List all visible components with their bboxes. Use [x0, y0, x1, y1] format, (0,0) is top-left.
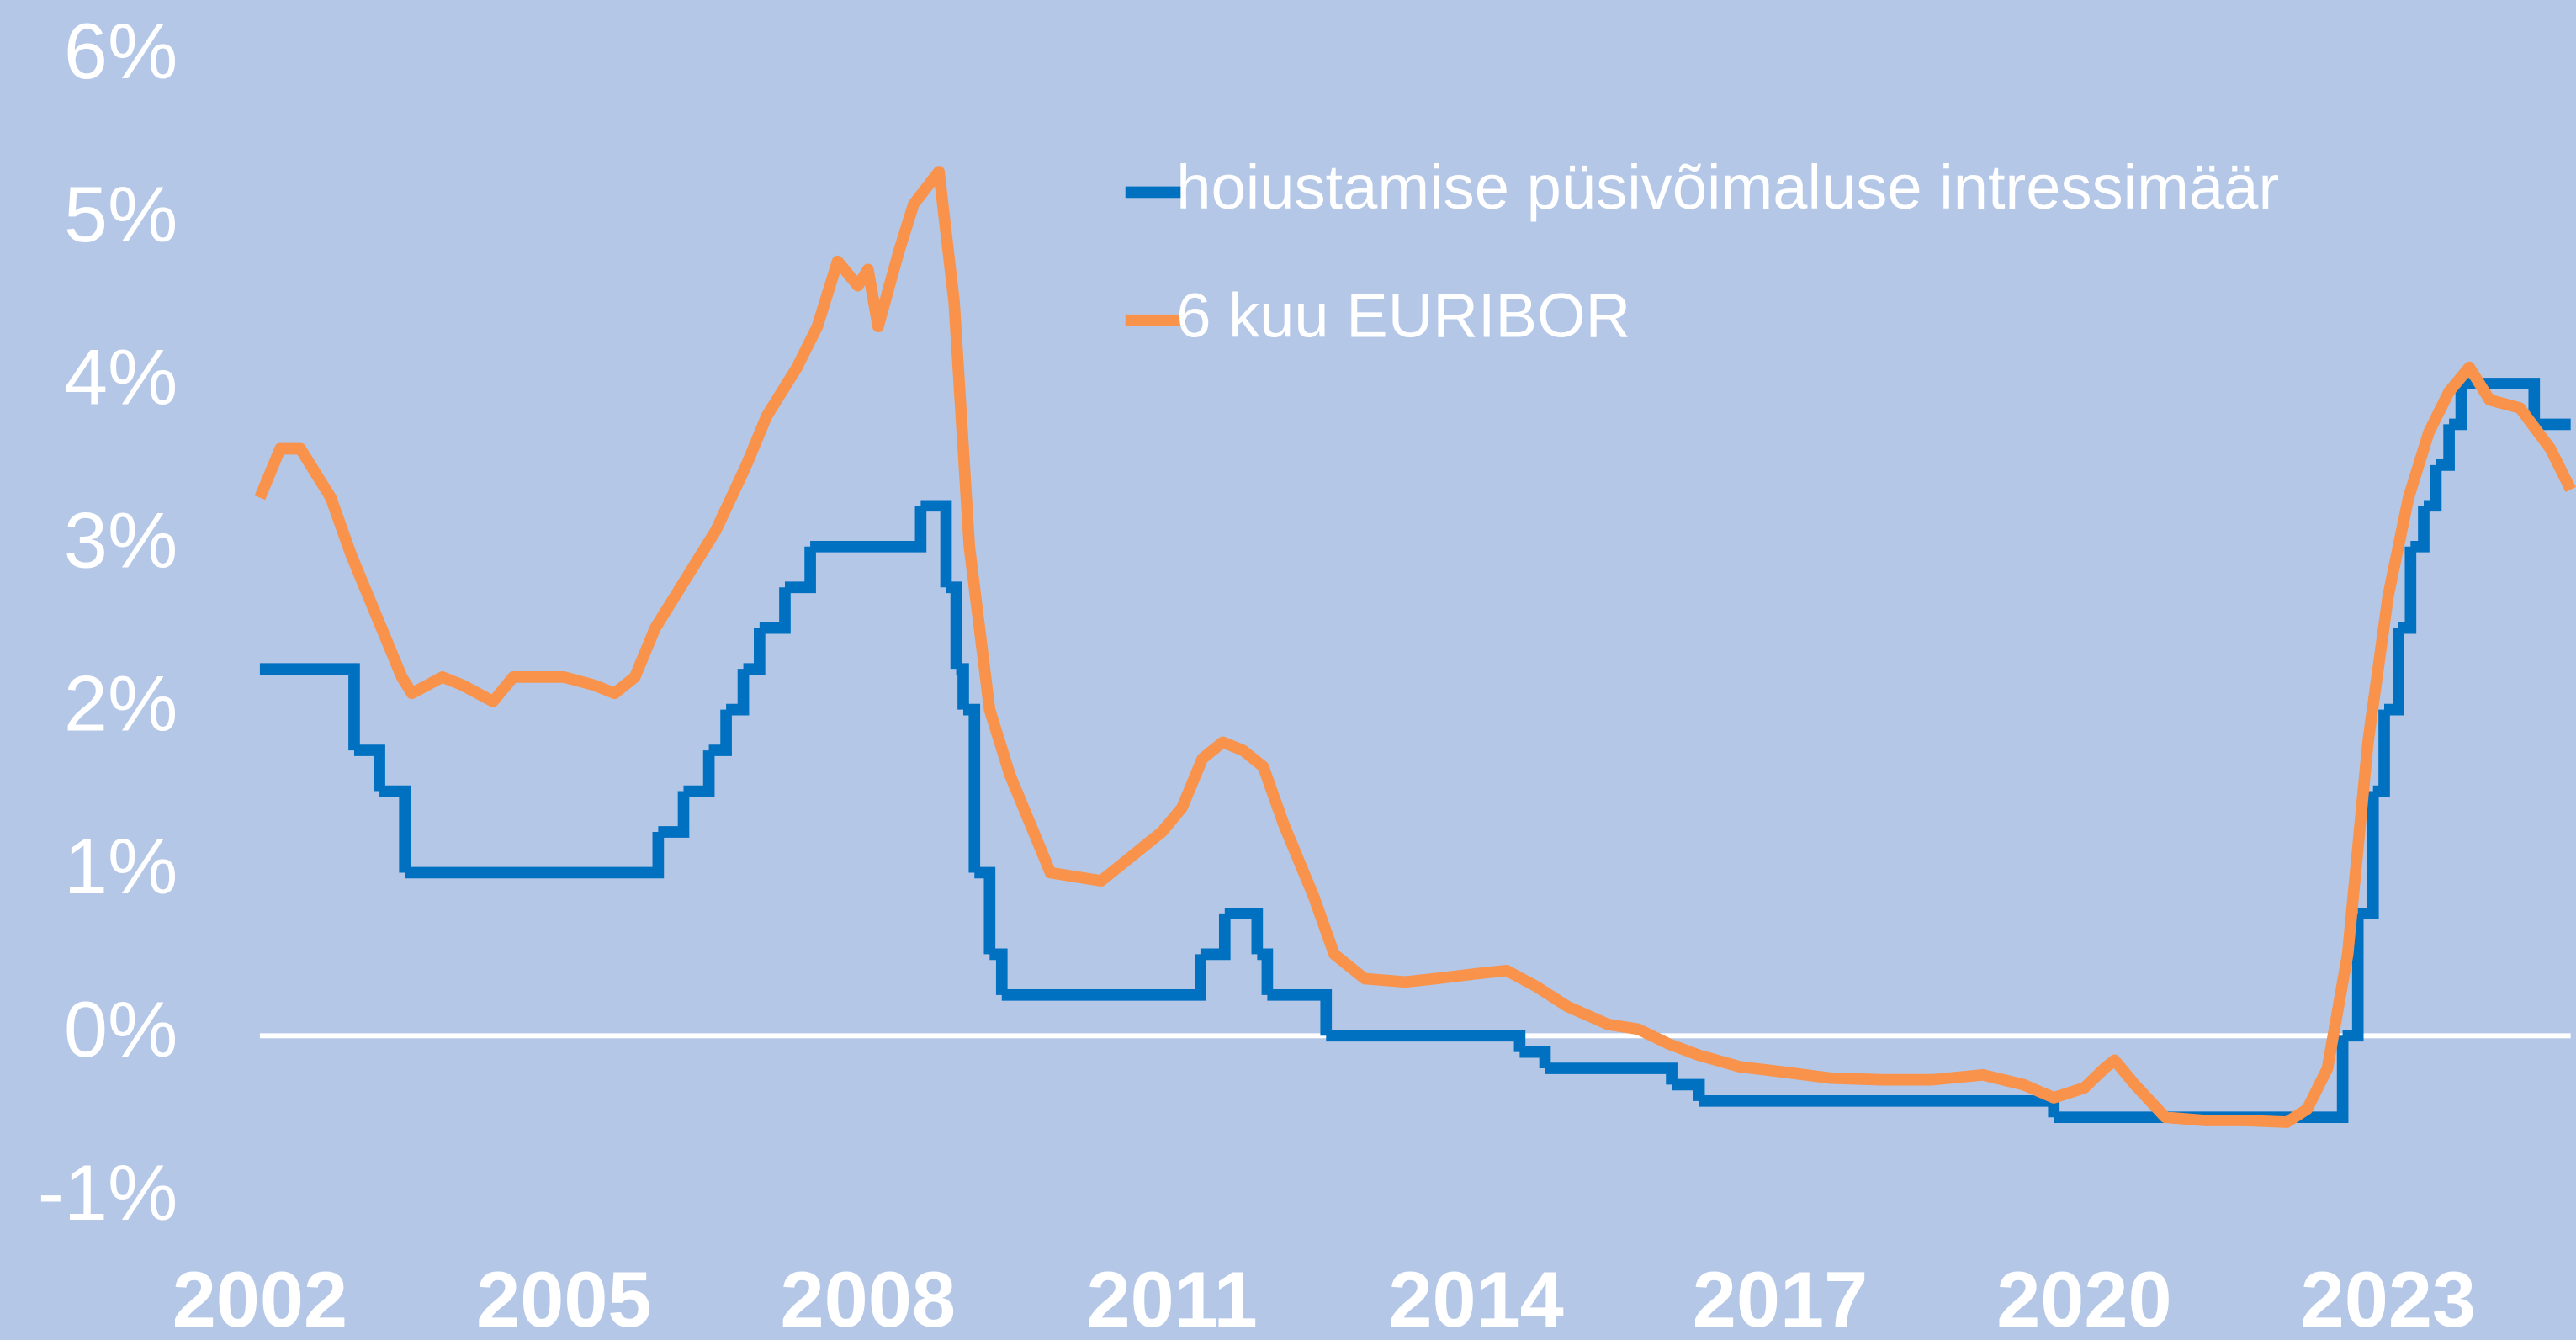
step-segment — [2342, 913, 2364, 1042]
x-tick-label: 2014 — [1388, 1255, 1563, 1340]
step-segment — [2410, 506, 2430, 553]
x-tick-label: 2005 — [476, 1255, 651, 1340]
step-segment — [2383, 628, 2404, 716]
x-tick-label: 2008 — [781, 1255, 956, 1340]
step-segment — [2423, 464, 2442, 512]
y-tick-label: 4% — [64, 333, 178, 421]
legend-label: 6 kuu EURIBOR — [1176, 280, 1630, 350]
step-segment — [405, 832, 665, 879]
step-segment — [784, 546, 816, 594]
step-segment — [962, 703, 981, 873]
y-tick-label: 6% — [64, 7, 178, 95]
step-segment — [989, 948, 1008, 995]
step-segment — [1200, 913, 1231, 961]
step-segment — [920, 500, 952, 588]
step-segment — [353, 744, 385, 792]
step-segment — [2054, 1035, 2349, 1124]
step-segment — [379, 785, 411, 873]
y-tick-label: -1% — [38, 1148, 178, 1237]
step-segment — [743, 628, 766, 675]
y-tick-label: 2% — [64, 659, 178, 747]
step-segment — [1001, 954, 1206, 1001]
step-segment — [2449, 383, 2467, 431]
y-tick-label: 1% — [64, 822, 178, 910]
step-segment — [2357, 791, 2379, 919]
step-segment — [759, 587, 791, 634]
x-tick-label: 2023 — [2301, 1255, 2476, 1340]
step-segment — [956, 663, 969, 710]
step-segment — [2398, 546, 2417, 634]
step-segment — [726, 669, 750, 716]
x-tick-label: 2020 — [1996, 1255, 2171, 1340]
x-tick-label: 2011 — [1087, 1255, 1258, 1340]
step-segment — [259, 663, 360, 751]
x-tick-label: 2017 — [1693, 1255, 1868, 1340]
step-segment — [658, 791, 690, 838]
step-segment — [2436, 424, 2455, 471]
step-segment — [810, 506, 927, 553]
step-segment — [946, 581, 962, 670]
y-tick-label: 0% — [64, 985, 178, 1073]
series-line — [254, 166, 2576, 1128]
step-segment — [683, 750, 715, 797]
x-tick-label: 2002 — [172, 1255, 347, 1340]
step-segment — [2372, 709, 2390, 797]
legend-label: hoiustamise püsivõimaluse intressimäär — [1176, 152, 2279, 222]
y-tick-label: 3% — [64, 496, 178, 585]
step-segment — [1257, 948, 1274, 995]
step-segment — [1224, 908, 1264, 955]
step-segment — [974, 866, 996, 955]
y-tick-label: 5% — [64, 170, 178, 258]
step-segment — [1267, 988, 1333, 1036]
step-segment — [708, 709, 732, 756]
